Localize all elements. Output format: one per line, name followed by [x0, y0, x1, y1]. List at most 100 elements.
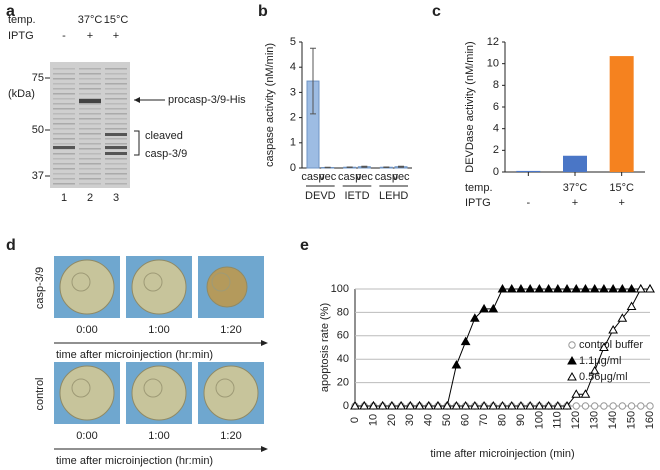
marker [626, 301, 637, 311]
band [105, 83, 127, 85]
marker [525, 400, 536, 410]
x-tick-label: - [526, 197, 530, 209]
marker [506, 283, 517, 293]
band [79, 173, 101, 175]
marker [608, 324, 618, 334]
band [53, 83, 75, 85]
y-tick-label: 2 [493, 144, 499, 156]
marker [618, 402, 627, 410]
series-label: casp [301, 171, 324, 183]
marker [534, 283, 545, 293]
bar [563, 155, 587, 172]
x-tick-label: 80 [496, 414, 508, 426]
cell [206, 266, 248, 308]
legend-label: 0.56μg/ml [579, 371, 628, 383]
band [53, 113, 75, 115]
x-tick-label: 130 [589, 411, 601, 429]
band [79, 128, 101, 130]
marker [635, 283, 646, 293]
axis-label: time after microinjection (hr:min) [56, 349, 213, 361]
band [79, 98, 101, 100]
band [53, 178, 75, 180]
time-label: 1:20 [220, 430, 241, 442]
marker [497, 283, 508, 293]
band-label: casp-3/9 [145, 148, 187, 160]
arrow-head [261, 340, 268, 346]
band [105, 73, 127, 75]
bar [609, 56, 634, 173]
marker [488, 303, 499, 313]
band [53, 146, 75, 149]
marker [543, 283, 554, 293]
legend-label: control buffer [579, 339, 643, 351]
nucleus [143, 378, 163, 398]
nucleus [143, 272, 163, 292]
y-axis-label: DEVDase activity (nM/min) [464, 41, 476, 172]
y-axis-label: caspase activity (nM/min) [264, 43, 276, 167]
row-label: IPTG [465, 197, 491, 209]
band [79, 168, 101, 170]
band [53, 183, 75, 185]
marker [580, 389, 591, 398]
marker [646, 402, 654, 410]
band [53, 73, 75, 75]
band [53, 78, 75, 80]
error-bar [361, 165, 368, 168]
marker [414, 400, 425, 410]
x-tick-label: 50 [441, 414, 453, 426]
marker [543, 400, 554, 410]
series-label: vec [392, 171, 410, 183]
mw-label: 50 [32, 124, 44, 136]
arrow-head [261, 446, 268, 452]
band [79, 153, 101, 155]
band [53, 138, 75, 140]
band [79, 108, 101, 110]
axis-label: time after microinjection (hr:min) [56, 455, 213, 467]
band [105, 68, 127, 70]
nucleus [215, 378, 235, 398]
x-tick-label: IETD [344, 190, 369, 202]
iptg: + [87, 30, 93, 42]
marker [359, 400, 370, 410]
x-tick-label: 20 [386, 414, 398, 426]
marker [516, 283, 526, 293]
marker [552, 400, 563, 410]
y-tick-label: 60 [337, 330, 349, 342]
mw-label: 37 [32, 170, 44, 182]
marker [626, 283, 637, 293]
y-tick-label: 20 [337, 377, 349, 389]
lane-number: 3 [113, 192, 119, 204]
marker [637, 402, 645, 410]
x-tick-label: 160 [644, 411, 656, 429]
time-label: 1:00 [148, 430, 169, 442]
y-tick-label: 5 [290, 36, 296, 48]
band [79, 133, 101, 135]
time-label: 1:00 [148, 324, 169, 336]
band [53, 88, 75, 90]
error-bar [346, 166, 353, 168]
band [79, 73, 101, 75]
marker [572, 402, 580, 410]
error-bar [383, 166, 390, 168]
row-label: control [34, 377, 46, 410]
band [53, 158, 75, 160]
legend-label: 1.1μg/ml [579, 355, 621, 367]
error-bar [398, 165, 404, 168]
y-tick-label: 4 [493, 123, 499, 135]
marker [599, 342, 609, 351]
band [105, 158, 127, 160]
band [53, 93, 75, 95]
x-tick-label: 37°C [563, 182, 588, 194]
error-bar [324, 166, 331, 169]
y-tick-label: 10 [487, 58, 499, 70]
marker [580, 283, 591, 293]
x-tick-label: 15°C [609, 182, 634, 194]
band [105, 146, 127, 149]
lane-number: 2 [87, 192, 93, 204]
legend-marker [568, 341, 576, 349]
band [79, 143, 101, 145]
row-label: temp. [465, 182, 493, 194]
y-tick-label: 80 [337, 306, 349, 318]
band [105, 168, 127, 170]
